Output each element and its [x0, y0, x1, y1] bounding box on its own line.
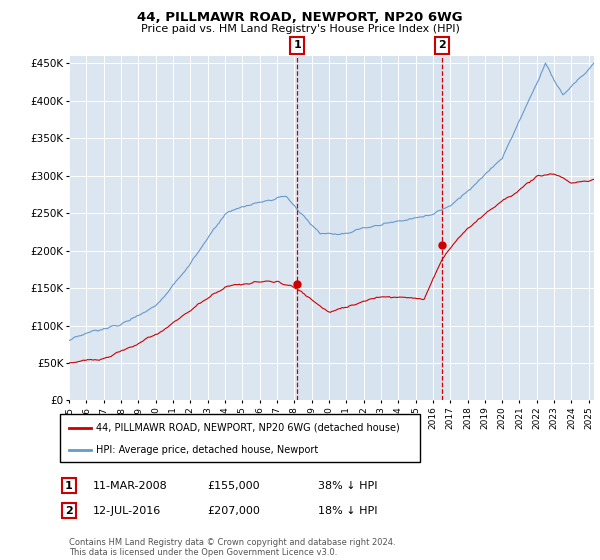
Bar [297, 56, 442, 400]
Text: Contains HM Land Registry data © Crown copyright and database right 2024.
This d: Contains HM Land Registry data © Crown c… [69, 538, 395, 557]
Text: 2: 2 [65, 506, 73, 516]
Text: HPI: Average price, detached house, Newport: HPI: Average price, detached house, Newp… [96, 445, 318, 455]
Text: 12-JUL-2016: 12-JUL-2016 [93, 506, 161, 516]
Text: 44, PILLMAWR ROAD, NEWPORT, NP20 6WG: 44, PILLMAWR ROAD, NEWPORT, NP20 6WG [137, 11, 463, 24]
Text: £207,000: £207,000 [207, 506, 260, 516]
Text: 1: 1 [65, 480, 73, 491]
Text: 11-MAR-2008: 11-MAR-2008 [93, 480, 168, 491]
Text: 38% ↓ HPI: 38% ↓ HPI [318, 480, 377, 491]
Text: 2: 2 [439, 40, 446, 50]
Text: 18% ↓ HPI: 18% ↓ HPI [318, 506, 377, 516]
Text: 1: 1 [293, 40, 301, 50]
Text: 44, PILLMAWR ROAD, NEWPORT, NP20 6WG (detached house): 44, PILLMAWR ROAD, NEWPORT, NP20 6WG (de… [96, 423, 400, 433]
FancyBboxPatch shape [60, 414, 420, 462]
Text: £155,000: £155,000 [207, 480, 260, 491]
Text: Price paid vs. HM Land Registry's House Price Index (HPI): Price paid vs. HM Land Registry's House … [140, 24, 460, 34]
